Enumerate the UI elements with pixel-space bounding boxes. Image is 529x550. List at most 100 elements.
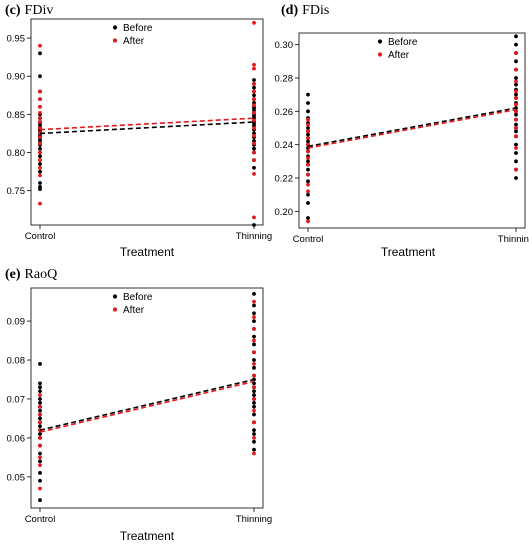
point-before-thinning bbox=[514, 122, 518, 127]
plot-frame bbox=[30, 18, 264, 226]
point-after-thinning bbox=[252, 126, 256, 131]
point-before-control bbox=[38, 389, 42, 394]
point-before-control bbox=[38, 424, 42, 429]
point-after-thinning bbox=[252, 133, 256, 138]
point-before-thinning bbox=[514, 176, 518, 180]
point-after-thinning bbox=[252, 66, 256, 71]
point-before-control bbox=[38, 146, 42, 151]
point-after-thinning bbox=[252, 81, 256, 86]
y-tick-label: 0.24 bbox=[275, 140, 294, 151]
point-after-thinning bbox=[252, 451, 256, 456]
panel-title: (d) FDis bbox=[281, 3, 329, 18]
point-before-thinning bbox=[252, 334, 256, 339]
point-before-control bbox=[38, 181, 42, 185]
point-after-thinning bbox=[514, 89, 518, 94]
legend-label-after: After bbox=[123, 305, 145, 316]
point-before-control bbox=[306, 192, 310, 197]
point-after-thinning bbox=[252, 362, 256, 366]
point-before-thinning bbox=[252, 165, 256, 170]
y-tick-label: 0.30 bbox=[275, 40, 294, 51]
point-after-control bbox=[306, 189, 310, 194]
point-after-control bbox=[38, 97, 42, 102]
y-tick-label: 0.26 bbox=[275, 107, 294, 118]
point-before-thinning bbox=[252, 319, 256, 323]
point-after-control bbox=[38, 150, 42, 155]
point-after-control bbox=[306, 182, 310, 187]
legend-marker-before bbox=[112, 294, 118, 299]
point-before-control bbox=[38, 451, 42, 456]
point-after-thinning bbox=[252, 158, 256, 163]
point-after-control bbox=[38, 404, 42, 409]
point-after-thinning bbox=[514, 102, 518, 107]
point-after-control bbox=[38, 412, 42, 417]
panel-fdis: (d) FDis 0.20 0.22 0.24 0.26 0.28 0.30 Control Th… bbox=[275, 3, 529, 259]
x-tick-label: Thinning bbox=[236, 514, 272, 525]
point-after-control bbox=[38, 116, 42, 121]
point-before-thinning bbox=[514, 92, 518, 97]
point-after-thinning bbox=[514, 67, 518, 72]
point-after-thinning bbox=[252, 171, 256, 176]
x-tick-label: Control bbox=[25, 514, 56, 525]
point-before-thinning bbox=[514, 42, 518, 47]
point-before-thinning bbox=[252, 358, 256, 362]
point-after-thinning bbox=[252, 373, 256, 378]
point-after-control bbox=[306, 129, 310, 134]
y-tick-label: 0.95 bbox=[7, 34, 26, 45]
point-before-control bbox=[38, 169, 42, 174]
point-after-control bbox=[38, 104, 42, 109]
point-after-thinning bbox=[252, 326, 256, 331]
point-after-thinning bbox=[514, 96, 518, 100]
trend-line-after bbox=[307, 108, 517, 149]
y-tick-label: 0.85 bbox=[7, 110, 26, 121]
point-after-thinning bbox=[252, 420, 256, 425]
point-after-control bbox=[306, 136, 310, 140]
point-before-control bbox=[38, 432, 42, 436]
point-before-control bbox=[306, 101, 310, 105]
point-after-thinning bbox=[252, 97, 256, 102]
point-before-thinning bbox=[252, 447, 256, 452]
point-before-control bbox=[306, 159, 310, 164]
y-tick-label: 0.05 bbox=[7, 472, 26, 483]
point-before-control bbox=[38, 397, 42, 401]
y-tick-label: 0.08 bbox=[7, 356, 26, 367]
point-before-thinning bbox=[252, 303, 256, 308]
point-after-thinning bbox=[252, 338, 256, 343]
y-tick-label: 0.22 bbox=[275, 174, 294, 185]
point-before-thinning bbox=[252, 404, 256, 409]
point-after-control bbox=[38, 43, 42, 48]
point-after-control bbox=[38, 158, 42, 163]
legend-label-before: Before bbox=[123, 292, 153, 303]
y-tick-label: 0.90 bbox=[7, 72, 26, 83]
point-before-control bbox=[38, 498, 42, 503]
point-after-thinning bbox=[252, 103, 256, 108]
point-before-control bbox=[38, 416, 42, 421]
point-before-control bbox=[38, 478, 42, 483]
point-before-thinning bbox=[252, 146, 256, 151]
legend-marker-before bbox=[377, 39, 383, 44]
point-after-control bbox=[38, 443, 42, 448]
point-after-control bbox=[38, 393, 42, 397]
point-after-control bbox=[306, 219, 310, 224]
trend-line-after bbox=[39, 117, 255, 131]
point-after-thinning bbox=[252, 436, 256, 440]
point-before-control bbox=[306, 132, 310, 137]
point-before-thinning bbox=[252, 400, 256, 405]
legend-marker-after bbox=[112, 38, 118, 43]
y-tick-label: 0.06 bbox=[7, 433, 26, 444]
y-tick-label: 0.07 bbox=[7, 394, 26, 405]
point-after-thinning bbox=[514, 126, 518, 130]
point-after-control bbox=[306, 172, 310, 177]
point-before-thinning bbox=[252, 85, 256, 90]
point-after-thinning bbox=[252, 110, 256, 115]
point-before-thinning bbox=[514, 159, 518, 164]
x-tick-label: Control bbox=[25, 231, 56, 242]
y-tick-label: 0.75 bbox=[7, 186, 26, 197]
point-before-control bbox=[306, 179, 310, 184]
point-before-thinning bbox=[252, 432, 256, 436]
legend-label-before: Before bbox=[388, 37, 418, 48]
panel-name: FDis bbox=[302, 3, 329, 18]
x-tick-label: Thinning bbox=[236, 231, 272, 242]
legend-label-before: Before bbox=[123, 23, 153, 34]
point-after-control bbox=[38, 420, 42, 425]
point-after-control bbox=[38, 201, 42, 206]
